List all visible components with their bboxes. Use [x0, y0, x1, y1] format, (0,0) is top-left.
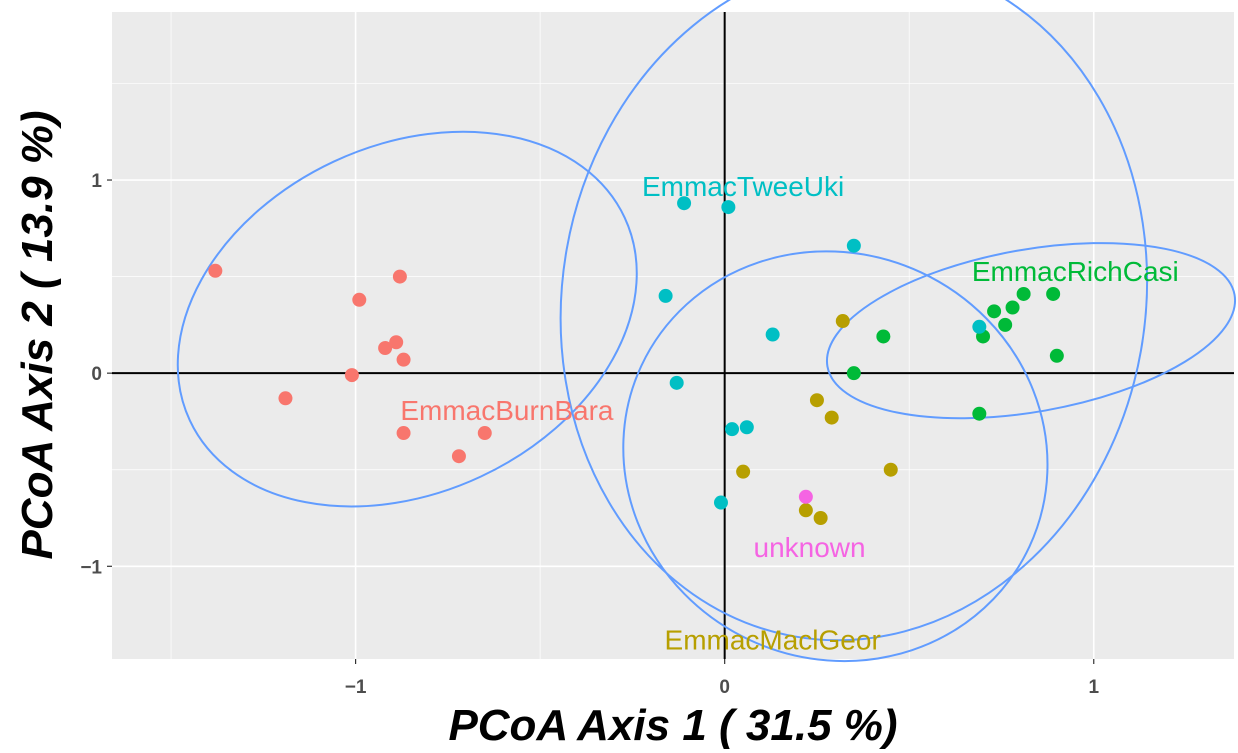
point-emmacrichcasi	[1049, 348, 1064, 363]
point-emmacrichcasi	[998, 317, 1013, 332]
point-emmacrichcasi	[1016, 286, 1031, 301]
point-emmacrichcasi	[876, 329, 891, 344]
y-tick-label: 0	[91, 364, 102, 385]
point-emmacburnbara	[396, 426, 411, 441]
ellipse-emmacburnbara	[176, 130, 638, 508]
point-emmacburnbara	[378, 341, 393, 356]
point-emmacburnbara	[208, 263, 223, 278]
point-emmactweeuki	[972, 319, 987, 334]
y-tick-label: 1	[91, 171, 102, 192]
label-emmacmaclgeor: EmmacMaclGeor	[665, 625, 881, 656]
point-emmacmaclgeor	[809, 393, 824, 408]
y-axis-title: PCoA Axis 2 ( 13.9 %)	[13, 110, 62, 559]
point-emmacmaclgeor	[835, 314, 850, 329]
x-axis-title: PCoA Axis 1 ( 31.5 %)	[448, 701, 897, 750]
point-emmactweeuki	[677, 196, 692, 211]
point-emmacburnbara	[396, 352, 411, 367]
y-tick-label: −1	[80, 557, 102, 578]
point-emmactweeuki	[725, 422, 740, 437]
tick-labels: −1 0 1 −1 0 1	[80, 171, 1099, 698]
point-emmacburnbara	[389, 335, 404, 350]
x-tick-label: 1	[1088, 677, 1099, 698]
point-emmacmaclgeor	[883, 462, 898, 477]
label-emmacburnbara: EmmacBurnBara	[400, 395, 614, 426]
point-emmacburnbara	[392, 269, 407, 284]
point-emmactweeuki	[713, 495, 728, 510]
point-emmacburnbara	[278, 391, 293, 406]
plot-panel	[112, 12, 1234, 659]
ellipse-emmacmaclgeor	[622, 250, 1049, 663]
point-emmacburnbara	[352, 292, 367, 307]
ellipse-emmacrichcasi	[825, 242, 1237, 420]
point-emmacburnbara	[344, 368, 359, 383]
point-emmactweeuki	[739, 420, 754, 435]
point-emmacrichcasi	[846, 366, 861, 381]
zero-axes	[112, 12, 1234, 659]
point-emmactweeuki	[765, 327, 780, 342]
point-emmacmaclgeor	[824, 410, 839, 425]
point-emmacrichcasi	[1046, 286, 1061, 301]
point-emmactweeuki	[658, 288, 673, 303]
label-emmactweeuki: EmmacTweeUki	[642, 171, 844, 202]
point-emmactweeuki	[669, 375, 684, 390]
point-emmacrichcasi	[987, 304, 1002, 319]
point-emmactweeuki	[846, 238, 861, 253]
point-emmacburnbara	[477, 426, 492, 441]
ellipse-emmactweeuki	[559, 0, 1149, 642]
point-emmacmaclgeor	[798, 503, 813, 518]
data-points	[208, 196, 1064, 526]
label-unknown: unknown	[754, 532, 866, 563]
point-emmacmaclgeor	[736, 464, 751, 479]
point-emmacburnbara	[451, 449, 466, 464]
label-emmacrichcasi: EmmacRichCasi	[972, 256, 1179, 287]
point-emmacrichcasi	[1005, 300, 1020, 315]
point-emmactweeuki	[721, 200, 736, 215]
x-tick-label: 0	[719, 677, 730, 698]
group-labels: EmmacBurnBara EmmacMaclGeor EmmacRichCasi E…	[400, 171, 1178, 656]
point-emmacmaclgeor	[813, 511, 828, 526]
x-tick-label: −1	[345, 677, 367, 698]
confidence-ellipses	[176, 0, 1237, 663]
point-unknown	[798, 489, 813, 504]
point-emmacrichcasi	[972, 406, 987, 421]
